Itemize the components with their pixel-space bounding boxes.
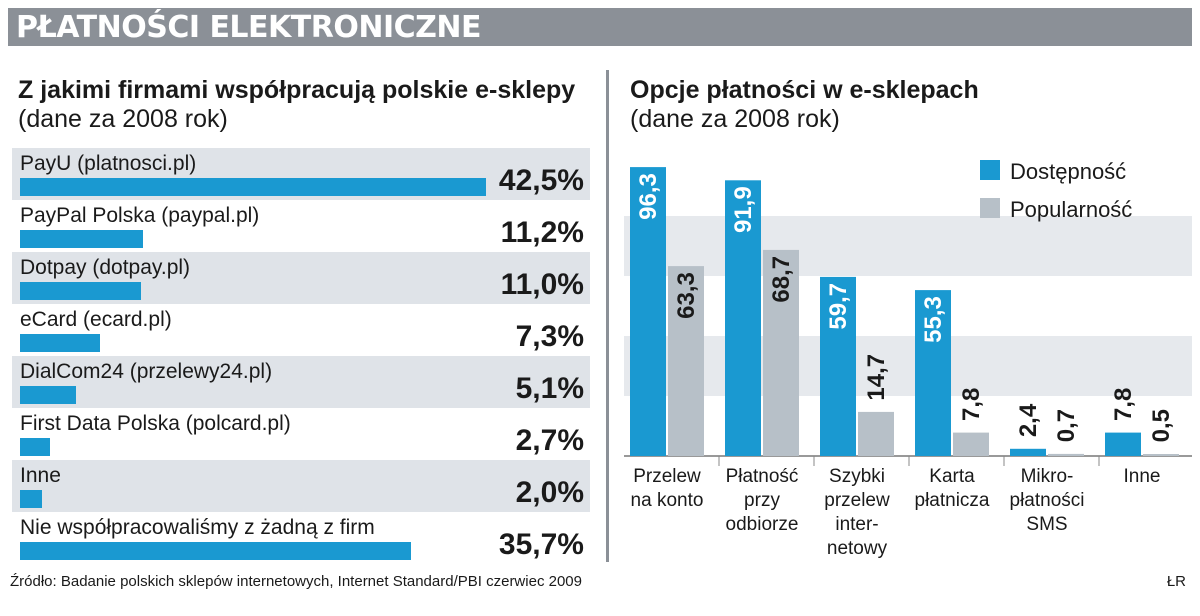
category-label: przelew [824,490,890,511]
category-label: Mikro- [1021,466,1074,487]
category-label: Szybki [829,466,885,487]
company-value: 2,0% [515,476,584,509]
company-label: PayU (platnosci.pl) [20,152,197,175]
source-note: Źródło: Badanie polskich sklepów interne… [10,573,582,590]
bar-value-label: 55,3 [920,296,947,343]
series-bar [630,167,666,456]
bar-value-label: 0,5 [1148,409,1175,442]
legend-label: Popularność [1010,197,1132,222]
company-row: PayU (platnosci.pl) 42,5% [12,148,590,200]
bar-value-label: 59,7 [825,283,852,330]
company-label: DialCom24 (przelewy24.pl) [20,360,273,383]
left-title-note: (dane za 2008 rok) [18,105,228,133]
series-bar [1010,448,1046,456]
legend-label: Dostępność [1010,159,1126,184]
series-bar [1048,453,1084,456]
category-label: netowy [827,538,888,559]
company-bar [20,386,76,404]
panel-divider [606,70,609,562]
company-label: Nie współpracowaliśmy z żadną z firm [20,516,375,539]
category-label: Płatność [726,466,799,487]
company-bar [20,490,42,508]
left-title-bold: Z jakimi firmami współpracują polskie e-… [18,76,576,104]
category-label: płatnicza [915,490,990,511]
infographic-header: PŁATNOŚCI ELEKTRONICZNE [8,8,1192,46]
company-bar [20,334,101,352]
legend-swatch [980,160,1000,180]
series-bar [953,432,989,456]
right-panel-title: Opcje płatności w e-sklepach (dane za 20… [630,76,1190,134]
company-label: PayPal Polska (paypal.pl) [20,204,260,227]
company-label: Dotpay (dotpay.pl) [20,256,191,279]
company-label: Inne [20,464,61,487]
series-bar [668,266,704,456]
bar-value-label: 14,7 [863,354,890,401]
company-bar [20,230,143,248]
company-row: Inne 2,0% [12,460,590,512]
company-row: First Data Polska (polcard.pl) 2,7% [12,408,590,460]
series-bar [763,249,799,456]
company-value: 35,7% [498,528,584,561]
company-value: 7,3% [515,320,584,353]
series-bar [915,290,951,456]
right-title-bold: Opcje płatności w e-sklepach [630,76,979,104]
grid-band [624,216,1192,276]
company-row: DialCom24 (przelewy24.pl) 5,1% [12,356,590,408]
bar-value-label: 96,3 [635,173,662,220]
company-bar [20,282,141,300]
category-label: Przelew [633,466,701,487]
bar-value-label: 63,3 [673,272,700,319]
company-value: 5,1% [515,372,584,405]
company-bar [20,178,486,196]
bar-value-label: 0,7 [1053,409,1080,442]
right-title-note: (dane za 2008 rok) [630,105,840,133]
company-row: eCard (ecard.pl) 7,3% [12,304,590,356]
category-label: SMS [1026,514,1067,535]
left-panel-title: Z jakimi firmami współpracują polskie e-… [18,76,578,134]
series-bar [820,276,856,456]
company-row: PayPal Polska (paypal.pl) 11,2% [12,200,590,252]
category-label: Inne [1124,466,1161,487]
company-row: Nie współpracowaliśmy z żadną z firm 35,7… [12,512,590,564]
company-value: 2,7% [515,424,584,457]
category-label: na konto [631,490,704,511]
company-bar [20,438,50,456]
companies-bar-chart: PayU (platnosci.pl) 42,5% PayPal Polska (p… [12,148,590,564]
company-value: 42,5% [498,164,584,197]
category-label: inter- [835,514,878,535]
bar-value-label: 91,9 [730,186,757,233]
category-label: odbiorze [726,514,799,535]
series-bar [725,180,761,457]
category-label: przy [744,490,780,511]
company-label: eCard (ecard.pl) [20,308,172,331]
category-label: płatności [1010,490,1085,511]
bar-value-label: 7,8 [1110,388,1137,421]
payment-options-chart: 96,3 63,3 Przelew na konto 91,9 68,7 Płatność p… [624,159,1192,559]
legend-swatch [980,198,1000,218]
series-bar [1143,454,1179,456]
series-bar [1105,432,1141,456]
bar-value-label: 68,7 [768,256,795,303]
infographic-title: PŁATNOŚCI ELEKTRONICZNE [16,10,482,45]
company-row: Dotpay (dotpay.pl) 11,0% [12,252,590,304]
author-initials: ŁR [1166,573,1186,590]
company-value: 11,2% [500,216,584,249]
company-value: 11,0% [500,268,584,301]
bar-value-label: 2,4 [1015,403,1042,437]
series-bar [858,411,894,456]
category-label: Karta [929,466,975,487]
company-bar [20,542,412,560]
grid-band [624,336,1192,396]
bar-value-label: 7,8 [958,388,985,421]
company-label: First Data Polska (polcard.pl) [20,412,291,435]
